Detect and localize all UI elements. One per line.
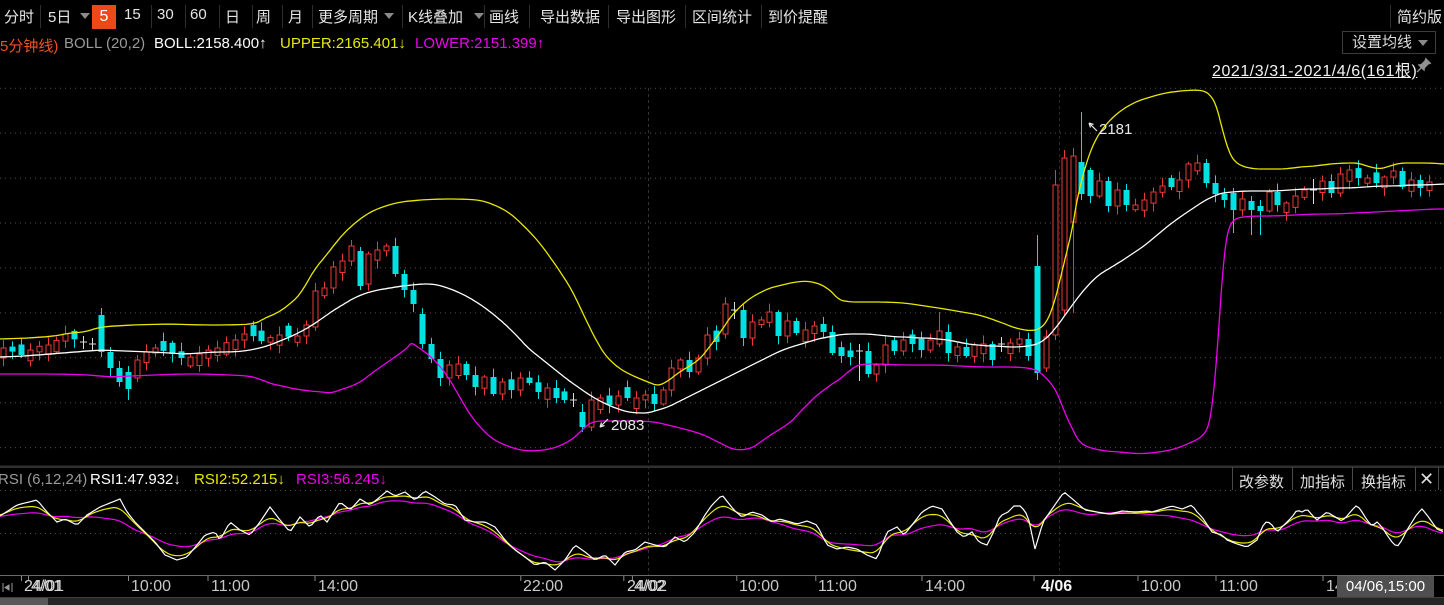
svg-text:2083: 2083 [611,417,644,434]
svg-text:2181: 2181 [1099,121,1132,138]
